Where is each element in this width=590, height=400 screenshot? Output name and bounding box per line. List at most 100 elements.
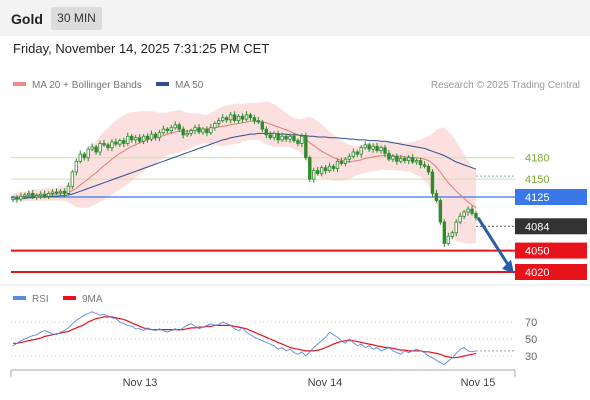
candle-body <box>375 145 379 151</box>
candle-body <box>379 147 383 151</box>
timeframe-button[interactable]: 30 MIN <box>51 7 102 30</box>
ma20-swatch <box>13 82 26 87</box>
candle-body <box>351 151 356 157</box>
level-badge-4084 <box>515 218 587 235</box>
candle-body <box>367 144 371 150</box>
candle-body <box>165 128 170 131</box>
x-tick-label: Nov 13 <box>123 377 158 389</box>
candle-body <box>110 141 114 149</box>
candle-body <box>410 157 415 163</box>
forecast-arrow-head <box>502 259 514 274</box>
candle-body <box>462 211 466 217</box>
candle-body <box>141 135 146 142</box>
candle-body <box>414 160 419 163</box>
level-label-4050: 4050 <box>525 246 549 258</box>
candle-body <box>177 124 181 130</box>
candle-body <box>316 170 320 174</box>
candle-body <box>442 221 447 244</box>
candle-body <box>197 127 201 133</box>
candle-body <box>102 143 106 146</box>
candle-body <box>308 157 312 180</box>
candle-body <box>430 171 435 194</box>
level-label-4180: 4180 <box>525 153 549 165</box>
candle-body <box>252 117 257 121</box>
candle-body <box>74 160 79 173</box>
candle-body <box>343 158 348 164</box>
candle-body <box>248 114 253 119</box>
candle-body <box>244 114 249 120</box>
candle-body <box>19 195 23 200</box>
candle-body <box>355 151 359 155</box>
candle-body <box>450 232 454 237</box>
candle-body <box>82 153 86 159</box>
candle-body <box>114 141 118 145</box>
candle-body <box>35 195 39 198</box>
level-label-4084: 4084 <box>525 221 549 233</box>
candle-body <box>446 235 450 244</box>
candle-body <box>474 213 478 219</box>
candle-body <box>256 120 261 123</box>
candle-body <box>224 117 229 121</box>
candle-body <box>454 221 458 234</box>
x-tick-label: Nov 14 <box>308 377 343 389</box>
candle-body <box>90 146 94 150</box>
candle-body <box>23 194 27 197</box>
candle-body <box>383 147 387 154</box>
candle-body <box>122 140 126 144</box>
candle-body <box>327 165 332 171</box>
candle-body <box>181 128 185 136</box>
rsi-tick-70: 70 <box>525 317 537 329</box>
candle-body <box>422 164 427 167</box>
candle-body <box>78 153 82 162</box>
candle-body <box>438 200 443 223</box>
level-label-4125: 4125 <box>525 192 549 204</box>
ma20-line <box>12 120 477 209</box>
candle-body <box>42 193 47 197</box>
candle-body <box>126 135 130 144</box>
candle-body <box>145 135 150 140</box>
candle-body <box>94 146 98 153</box>
candle-body <box>149 133 154 140</box>
candle-body <box>228 114 233 121</box>
timestamp: Friday, November 14, 2025 7:31:25 PM CET <box>13 41 270 56</box>
candle-body <box>399 158 403 162</box>
candles <box>11 111 478 247</box>
ma9-swatch <box>63 296 76 301</box>
candle-body <box>209 127 213 134</box>
level-badge-4020 <box>515 264 587 280</box>
candle-body <box>46 193 51 197</box>
candle-body <box>268 134 272 139</box>
candle-body <box>201 128 205 133</box>
candle-body <box>331 165 336 169</box>
credit-text: Research © 2025 Trading Central <box>430 80 580 91</box>
candle-body <box>221 117 225 121</box>
legend-label-rsi: RSI <box>32 294 49 305</box>
candle-body <box>240 115 245 120</box>
rsi-ma9-line <box>13 316 477 359</box>
candle-body <box>205 128 209 134</box>
forecast-arrow-shaft <box>476 216 512 269</box>
candle-body <box>189 130 193 134</box>
candle-body <box>288 135 292 140</box>
candle-body <box>106 144 110 149</box>
candle-body <box>153 133 158 139</box>
candle-body <box>173 124 177 129</box>
legend-label-ma20: MA 20 + Bollinger Bands <box>32 80 142 91</box>
candle-body <box>31 193 35 198</box>
candle-body <box>458 215 462 223</box>
candle-body <box>407 157 411 161</box>
candle-body <box>470 208 474 214</box>
candle-body <box>323 167 328 171</box>
candle-body <box>236 115 241 121</box>
candle-body <box>359 147 363 155</box>
candle-body <box>62 190 67 194</box>
level-label-4150: 4150 <box>525 174 549 186</box>
legend-item-ma50: MA 50 <box>156 80 203 91</box>
candle-body <box>335 160 340 169</box>
candle-body <box>304 135 308 159</box>
candle-body <box>66 185 71 194</box>
candle-body <box>371 145 375 150</box>
candle-body <box>130 135 134 141</box>
rsi-swatch <box>13 296 26 301</box>
